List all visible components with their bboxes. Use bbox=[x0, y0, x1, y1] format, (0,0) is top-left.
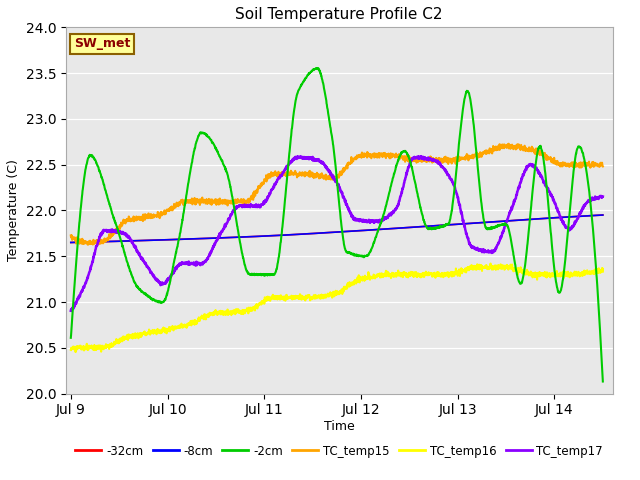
TC_temp15 bbox=[584, 162, 592, 168]
TC_temp16 bbox=[67, 347, 75, 353]
Line: TC_temp15: TC_temp15 bbox=[71, 144, 603, 244]
-8cm bbox=[326, 229, 333, 235]
-32cm bbox=[599, 212, 607, 218]
Line: TC_temp16: TC_temp16 bbox=[71, 264, 603, 352]
TC_temp15 bbox=[312, 175, 319, 180]
TC_temp15 bbox=[67, 233, 75, 239]
TC_temp15 bbox=[584, 161, 591, 167]
TC_temp16 bbox=[584, 270, 592, 276]
-32cm bbox=[486, 219, 493, 225]
-8cm bbox=[599, 212, 607, 218]
-8cm bbox=[486, 219, 493, 225]
-8cm bbox=[94, 239, 102, 245]
TC_temp16 bbox=[486, 265, 494, 271]
Line: -8cm: -8cm bbox=[71, 215, 603, 242]
TC_temp17 bbox=[67, 308, 75, 313]
TC_temp17 bbox=[326, 168, 333, 174]
-2cm bbox=[326, 121, 333, 127]
-32cm bbox=[326, 229, 333, 235]
TC_temp16 bbox=[486, 261, 494, 266]
X-axis label: Time: Time bbox=[324, 420, 355, 433]
-2cm bbox=[94, 164, 102, 169]
TC_temp16 bbox=[599, 269, 607, 275]
Legend: -32cm, -8cm, -2cm, TC_temp15, TC_temp16, TC_temp17: -32cm, -8cm, -2cm, TC_temp15, TC_temp16,… bbox=[70, 440, 608, 462]
-2cm bbox=[67, 335, 75, 341]
TC_temp16 bbox=[584, 269, 591, 275]
TC_temp16 bbox=[312, 292, 319, 298]
TC_temp15 bbox=[599, 164, 607, 169]
TC_temp17 bbox=[297, 154, 305, 159]
TC_temp17 bbox=[584, 199, 591, 204]
-2cm bbox=[584, 175, 591, 180]
TC_temp15 bbox=[505, 141, 513, 146]
TC_temp16 bbox=[94, 346, 102, 352]
Line: -32cm: -32cm bbox=[71, 215, 603, 242]
Text: SW_met: SW_met bbox=[74, 37, 131, 50]
-8cm bbox=[67, 240, 75, 245]
-8cm bbox=[584, 213, 591, 219]
Line: TC_temp17: TC_temp17 bbox=[71, 156, 603, 311]
TC_temp16 bbox=[326, 293, 333, 299]
TC_temp15 bbox=[486, 147, 494, 153]
TC_temp17 bbox=[486, 249, 494, 254]
TC_temp15 bbox=[94, 238, 102, 244]
-2cm bbox=[486, 225, 494, 231]
TC_temp15 bbox=[89, 241, 97, 247]
Y-axis label: Temperature (C): Temperature (C) bbox=[7, 159, 20, 262]
TC_temp17 bbox=[584, 199, 591, 205]
-32cm bbox=[67, 240, 75, 245]
-32cm bbox=[583, 213, 591, 219]
-8cm bbox=[583, 213, 591, 219]
TC_temp17 bbox=[312, 156, 319, 162]
-32cm bbox=[312, 230, 319, 236]
TC_temp16 bbox=[72, 349, 79, 355]
-2cm bbox=[599, 379, 607, 384]
-2cm bbox=[312, 66, 319, 72]
-32cm bbox=[584, 213, 591, 219]
TC_temp17 bbox=[94, 240, 102, 246]
TC_temp17 bbox=[599, 193, 607, 199]
-32cm bbox=[94, 239, 102, 245]
Line: -2cm: -2cm bbox=[71, 68, 603, 382]
TC_temp15 bbox=[326, 174, 333, 180]
-2cm bbox=[312, 65, 320, 71]
Title: Soil Temperature Profile C2: Soil Temperature Profile C2 bbox=[236, 7, 443, 22]
-2cm bbox=[584, 177, 591, 182]
-8cm bbox=[312, 230, 319, 236]
